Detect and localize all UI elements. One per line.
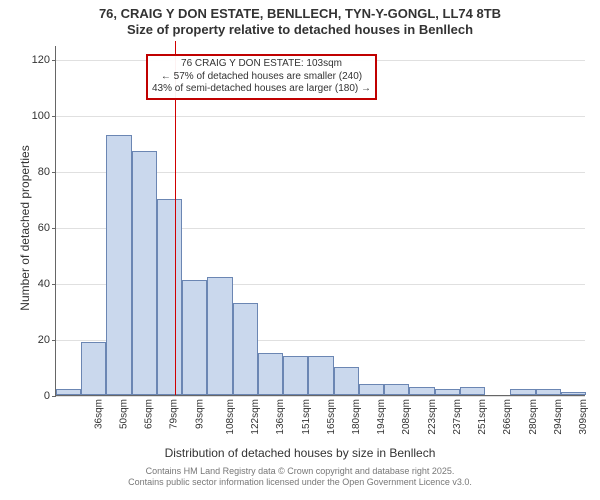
y-tick-mark	[52, 60, 56, 61]
x-tick-label: 280sqm	[528, 399, 539, 435]
annotation-line3: 43% of semi-detached houses are larger (…	[152, 83, 371, 96]
histogram-chart: 76, CRAIG Y DON ESTATE, BENLLECH, TYN-Y-…	[0, 0, 600, 500]
histogram-bar	[157, 199, 182, 395]
x-tick-label: 309sqm	[578, 399, 589, 435]
x-tick-label: 294sqm	[553, 399, 564, 435]
footer-note: Contains HM Land Registry data © Crown c…	[0, 466, 600, 488]
histogram-bar	[283, 356, 308, 395]
y-tick-mark	[52, 284, 56, 285]
histogram-bar	[536, 389, 561, 395]
x-tick-label: 65sqm	[144, 399, 155, 429]
footer-line1: Contains HM Land Registry data © Crown c…	[0, 466, 600, 477]
y-tick-mark	[52, 340, 56, 341]
title-line2: Size of property relative to detached ho…	[0, 22, 600, 38]
x-tick-label: 136sqm	[275, 399, 286, 435]
histogram-bar	[182, 280, 207, 395]
x-tick-label: 251sqm	[477, 399, 488, 435]
y-tick-mark	[52, 396, 56, 397]
x-tick-label: 93sqm	[194, 399, 205, 429]
annotation-line1: 76 CRAIG Y DON ESTATE: 103sqm	[152, 58, 371, 71]
histogram-bar	[207, 277, 232, 395]
y-tick-label: 120	[32, 54, 50, 66]
x-tick-label: 208sqm	[402, 399, 413, 435]
histogram-bar	[359, 384, 384, 395]
y-tick-mark	[52, 228, 56, 229]
x-tick-label: 223sqm	[427, 399, 438, 435]
x-tick-label: 194sqm	[376, 399, 387, 435]
x-tick-label: 108sqm	[225, 399, 236, 435]
histogram-bar	[81, 342, 106, 395]
x-tick-label: 122sqm	[250, 399, 261, 435]
x-tick-label: 50sqm	[118, 399, 129, 429]
histogram-bar	[384, 384, 409, 395]
histogram-bar	[460, 387, 485, 395]
title-line1: 76, CRAIG Y DON ESTATE, BENLLECH, TYN-Y-…	[0, 6, 600, 22]
y-tick-label: 20	[38, 334, 50, 346]
plot-area: 02040608010012036sqm50sqm65sqm79sqm93sqm…	[55, 46, 585, 396]
y-tick-label: 60	[38, 222, 50, 234]
x-tick-label: 180sqm	[351, 399, 362, 435]
y-tick-mark	[52, 116, 56, 117]
gridline	[56, 396, 585, 397]
x-tick-label: 79sqm	[169, 399, 180, 429]
y-tick-label: 100	[32, 110, 50, 122]
histogram-bar	[233, 303, 258, 395]
histogram-bar	[308, 356, 333, 395]
footer-line2: Contains public sector information licen…	[0, 477, 600, 488]
y-axis-label: Number of detached properties	[18, 128, 32, 328]
annotation-box: 76 CRAIG Y DON ESTATE: 103sqm ← 57% of d…	[146, 54, 377, 100]
gridline	[56, 116, 585, 117]
histogram-bar	[561, 392, 586, 395]
x-axis-label: Distribution of detached houses by size …	[0, 446, 600, 460]
histogram-bar	[409, 387, 434, 395]
y-tick-mark	[52, 172, 56, 173]
histogram-bar	[510, 389, 535, 395]
x-tick-label: 237sqm	[452, 399, 463, 435]
histogram-bar	[258, 353, 283, 395]
x-tick-label: 266sqm	[503, 399, 514, 435]
x-tick-label: 151sqm	[301, 399, 312, 435]
x-tick-label: 36sqm	[93, 399, 104, 429]
annotation-line2: ← 57% of detached houses are smaller (24…	[152, 71, 371, 84]
y-tick-label: 80	[38, 166, 50, 178]
y-tick-label: 40	[38, 278, 50, 290]
y-tick-label: 0	[44, 390, 50, 402]
histogram-bar	[56, 389, 81, 395]
histogram-bar	[106, 135, 131, 395]
histogram-bar	[435, 389, 460, 395]
chart-title: 76, CRAIG Y DON ESTATE, BENLLECH, TYN-Y-…	[0, 6, 600, 39]
histogram-bar	[132, 151, 157, 395]
histogram-bar	[334, 367, 359, 395]
x-tick-label: 165sqm	[326, 399, 337, 435]
